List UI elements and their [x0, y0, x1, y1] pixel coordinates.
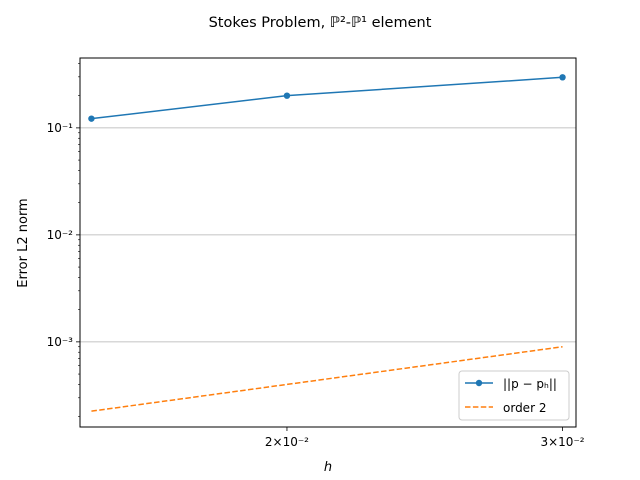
- series-1-point: [283, 92, 291, 99]
- series-1-point: [88, 115, 95, 122]
- axis-ticks: 10⁻³ 10⁻² 10⁻¹ 2×10⁻² 3×10⁻²: [47, 63, 585, 449]
- legend-label-series-1: ||p − pₕ||: [503, 377, 557, 391]
- legend-label-series-2: order 2: [503, 401, 546, 415]
- x-tick-label: 3×10⁻²: [540, 435, 584, 449]
- x-tick-label: 2×10⁻²: [265, 435, 309, 449]
- series-1-point: [559, 74, 566, 81]
- y-tick-label: 10⁻¹: [47, 121, 74, 135]
- x-axis-label: h: [324, 460, 332, 475]
- legend: ||p − pₕ|| order 2: [458, 370, 570, 421]
- plot-frame: [79, 57, 577, 428]
- chart-title: Stokes Problem, ℙ²-ℙ¹ element: [209, 15, 432, 31]
- series-layer: [88, 74, 566, 412]
- y-tick-label: 10⁻²: [47, 228, 74, 242]
- legend-marker-series-1: [475, 379, 483, 387]
- y-tick-label: 10⁻³: [47, 335, 74, 349]
- grid-lines: [80, 127, 576, 343]
- series-line-2: [91, 346, 563, 412]
- y-axis-label: Error L2 norm: [16, 198, 31, 287]
